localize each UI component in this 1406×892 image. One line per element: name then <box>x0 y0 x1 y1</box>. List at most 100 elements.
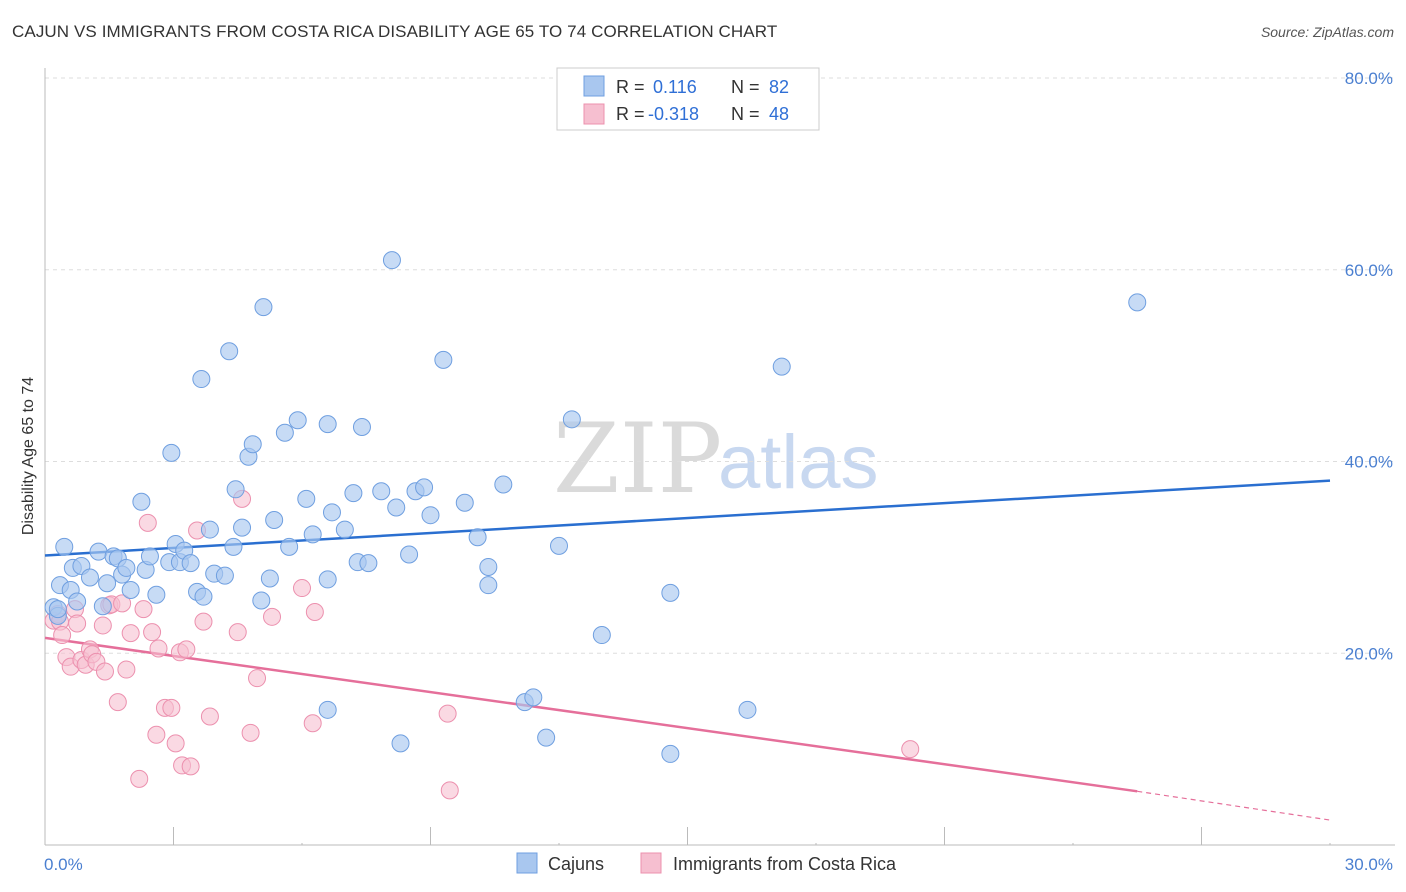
cajuns-point <box>93 597 112 616</box>
cajuns-point <box>147 585 166 604</box>
costa-rica-point <box>149 639 168 658</box>
x-tick-label: 0.0% <box>44 855 83 874</box>
chart-title: CAJUN VS IMMIGRANTS FROM COSTA RICA DISA… <box>12 22 778 41</box>
cajuns-point <box>89 542 108 561</box>
costa-rica-point <box>228 623 247 642</box>
cajuns-point <box>80 568 99 587</box>
costa-rica-point <box>68 614 87 633</box>
costa-rica-point <box>438 704 457 723</box>
cajuns-point <box>303 525 322 544</box>
cajuns-point <box>98 574 117 593</box>
cajuns-point <box>352 417 371 436</box>
costa-rica-point <box>138 513 157 532</box>
trend-line-costa-rica <box>44 636 1138 793</box>
watermark-zip: ZIP <box>553 403 722 515</box>
costa-rica-point <box>143 623 162 642</box>
cajuns-point <box>117 558 136 577</box>
cajuns-point <box>434 350 453 369</box>
cajuns-point <box>140 547 159 566</box>
cajuns-point <box>415 478 434 497</box>
costa-rica-point <box>134 600 153 619</box>
cajuns-point <box>335 520 354 539</box>
y-tick-label: 20.0% <box>1345 644 1393 663</box>
cajuns-point <box>192 370 211 389</box>
costa-rica-point <box>181 757 200 776</box>
cajuns-point <box>260 569 279 588</box>
series-legend-swatch-cajuns <box>516 852 538 874</box>
cajuns-point <box>121 580 140 599</box>
cajuns-point <box>382 251 401 270</box>
costa-rica-point <box>130 769 149 788</box>
cajuns-point <box>322 503 341 522</box>
cajuns-point <box>391 734 410 753</box>
trend-lines <box>44 479 1331 821</box>
x-tick-label: 30.0% <box>1345 855 1393 874</box>
cajuns-point <box>738 700 757 719</box>
cajuns-point <box>344 484 363 503</box>
series-legend: Cajuns Immigrants from Costa Rica <box>516 852 897 874</box>
costa-rica-point <box>194 612 213 631</box>
legend-r-label-1: R = <box>616 77 645 97</box>
cajuns-point <box>524 688 543 707</box>
cajuns-point <box>220 342 239 361</box>
costa-rica-point <box>95 662 114 681</box>
costa-rica-point <box>162 698 181 717</box>
cajuns-point <box>400 545 419 564</box>
cajuns-point <box>494 475 513 494</box>
legend-swatch-cajuns <box>583 75 605 97</box>
costa-rica-point <box>303 714 322 733</box>
cajuns-point <box>1128 293 1147 312</box>
cajuns-point <box>224 537 243 556</box>
legend-r-value-2: -0.318 <box>648 104 699 124</box>
cajuns-point <box>226 480 245 499</box>
cajuns-point <box>359 554 378 573</box>
series-legend-swatch-costa-rica <box>640 852 662 874</box>
series-legend-label-cajuns: Cajuns <box>548 854 604 874</box>
source-label: Source: ZipAtlas.com <box>1260 24 1394 40</box>
cajuns-point <box>468 528 487 547</box>
tick-labels: 20.0% 40.0% 60.0% 80.0% 0.0% 30.0% <box>44 69 1393 874</box>
legend-swatch-costa-rica <box>583 103 605 125</box>
costa-rica-point <box>147 725 166 744</box>
cajuns-point <box>455 493 474 512</box>
costa-rica-point <box>166 734 185 753</box>
legend-n-label-1: N = <box>731 77 760 97</box>
cajuns-point <box>288 411 307 430</box>
series-legend-label-costa-rica: Immigrants from Costa Rica <box>673 854 897 874</box>
legend-n-label-2: N = <box>731 104 760 124</box>
cajuns-point <box>661 583 680 602</box>
costa-rica-point <box>177 640 196 659</box>
costa-rica-point <box>53 626 72 645</box>
stats-legend: R = 0.116 N = 82 R = -0.318 N = 48 <box>556 67 820 131</box>
costa-rica-point <box>440 781 459 800</box>
costa-rica-point <box>248 669 267 688</box>
axes <box>44 68 1395 846</box>
costa-rica-point <box>113 594 132 613</box>
trend-line-cajuns <box>44 479 1331 557</box>
cajuns-point <box>318 570 337 589</box>
y-tick-label: 60.0% <box>1345 261 1393 280</box>
cajuns-point <box>592 626 611 645</box>
cajuns-point <box>297 489 316 508</box>
cajuns-point <box>661 744 680 763</box>
cajuns-point <box>233 518 252 537</box>
cajuns-point <box>318 700 337 719</box>
cajuns-point <box>280 537 299 556</box>
cajuns-point <box>387 498 406 517</box>
series-cajuns-points <box>44 251 1147 763</box>
cajuns-point <box>479 557 498 576</box>
costa-rica-point <box>901 740 920 759</box>
cajuns-point <box>200 520 219 539</box>
cajuns-point <box>265 510 284 529</box>
cajuns-point <box>68 592 87 611</box>
costa-rica-point <box>93 616 112 635</box>
cajuns-point <box>194 587 213 606</box>
cajuns-point <box>243 435 262 454</box>
y-axis-label: Disability Age 65 to 74 <box>20 377 37 535</box>
costa-rica-point <box>117 660 136 679</box>
costa-rica-point <box>293 579 311 598</box>
gridlines <box>45 77 1395 654</box>
cajuns-point <box>55 537 74 556</box>
cajuns-point <box>318 415 337 434</box>
costa-rica-point <box>305 603 324 622</box>
